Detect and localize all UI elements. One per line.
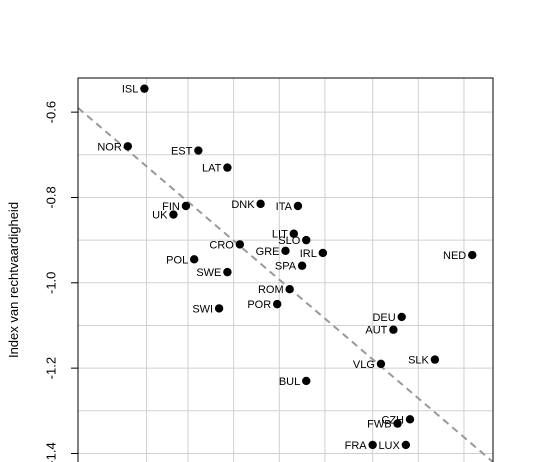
data-point-cro xyxy=(235,240,245,249)
data-point-est xyxy=(194,146,203,155)
data-point-lux xyxy=(401,440,411,450)
data-point-isl xyxy=(140,84,149,93)
data-point-nor xyxy=(123,142,132,151)
point-label-deu: DEU xyxy=(372,312,395,324)
data-point-por xyxy=(273,299,282,309)
point-label-bul: BUL xyxy=(279,376,300,388)
data-point-ned xyxy=(468,250,477,260)
data-point-swi xyxy=(214,304,224,313)
data-point-spa xyxy=(297,261,307,270)
data-point-fwb xyxy=(393,419,402,428)
point-label-vlg: VLG xyxy=(353,359,375,371)
data-point-rom xyxy=(285,285,294,294)
point-label-aut: AUT xyxy=(365,325,387,337)
data-point-ita xyxy=(293,201,303,211)
data-point-slk xyxy=(430,355,440,364)
data-point-fra xyxy=(368,440,377,450)
point-label-lat: LAT xyxy=(202,163,222,175)
data-point-pol xyxy=(190,255,199,264)
y-axis-title: Index van rechtvaardigheid xyxy=(6,202,21,358)
point-label-ita: ITA xyxy=(276,201,293,213)
point-label-ned: NED xyxy=(443,250,466,262)
point-label-lit: LIT xyxy=(272,229,288,241)
point-label-fin: FIN xyxy=(162,201,180,213)
point-label-lux: LUX xyxy=(378,440,400,452)
data-point-lat xyxy=(223,163,232,172)
data-point-deu xyxy=(397,312,406,322)
point-label-rom: ROM xyxy=(258,284,284,296)
point-label-uk: UK xyxy=(152,210,168,222)
y-tick-label: -0.6 xyxy=(43,101,58,123)
point-label-fwb: FWB xyxy=(367,419,391,431)
data-point-uk xyxy=(169,210,178,219)
data-point-slo xyxy=(302,235,311,245)
data-point-bul xyxy=(302,376,311,386)
y-axis: -0.6 -0.8 -1.0 -1.2 -1.4 xyxy=(43,101,78,462)
plot-frame xyxy=(77,77,494,462)
point-label-swe: SWE xyxy=(196,267,221,279)
data-point-aut xyxy=(389,325,398,334)
grid xyxy=(78,78,493,462)
point-label-isl: ISL xyxy=(122,84,139,96)
point-label-fra: FRA xyxy=(345,440,368,452)
data-point-lit xyxy=(289,229,298,238)
point-label-cro: CRO xyxy=(209,239,234,251)
point-label-spa: SPA xyxy=(275,261,297,273)
y-tick-label: -1.0 xyxy=(43,272,58,294)
y-tick-label: -1.2 xyxy=(43,357,58,379)
data-point-dnk xyxy=(256,199,265,209)
data-point-irl xyxy=(318,248,328,258)
trend-line xyxy=(77,107,494,462)
point-label-nor: NOR xyxy=(97,141,122,153)
data-point-vlg xyxy=(376,359,386,369)
point-label-slo: SLO xyxy=(278,235,300,247)
data-point-swe xyxy=(223,267,232,277)
point-label-dnk: DNK xyxy=(231,199,255,211)
y-tick-label: -0.8 xyxy=(43,186,58,208)
data-point-czh xyxy=(405,415,415,424)
point-label-est: EST xyxy=(171,146,193,158)
point-label-swi: SWI xyxy=(192,303,213,315)
point-label-gre: GRE xyxy=(256,246,280,258)
data-point-gre xyxy=(281,246,290,255)
point-label-por: POR xyxy=(247,299,271,311)
point-label-irl: IRL xyxy=(300,248,317,260)
point-label-pol: POL xyxy=(166,254,188,266)
point-label-slk: SLK xyxy=(408,355,429,367)
data-point-fin xyxy=(181,201,191,211)
y-tick-label: -1.4 xyxy=(43,442,58,462)
